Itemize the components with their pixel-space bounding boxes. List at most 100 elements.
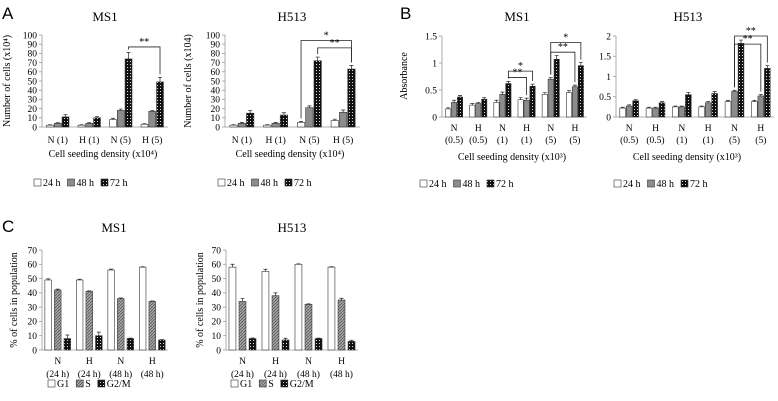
bar-g2-m: [314, 338, 323, 351]
legend-swatch: [47, 379, 56, 388]
x-tick-label: (0.5): [469, 135, 487, 146]
bar-g1: [139, 266, 147, 351]
legend-label: 24 h: [429, 179, 447, 190]
bar-g2-m: [248, 338, 257, 351]
chart-title: H513: [674, 9, 703, 24]
bar-72-h: [505, 83, 512, 118]
error-bar: [452, 99, 457, 103]
x-tick-label: H (5): [142, 135, 162, 146]
legend-swatch: [100, 178, 109, 187]
bar-g1: [327, 266, 336, 351]
y-axis-label: % of cells in population: [195, 252, 206, 348]
x-axis-label: Cell seeding density (x10³): [458, 152, 566, 163]
bar-g1: [261, 271, 270, 351]
error-bar: [273, 292, 278, 296]
x-tick-label: H (1): [265, 135, 285, 146]
legend-swatch: [75, 379, 84, 388]
error-bar: [458, 95, 463, 98]
error-bar: [627, 104, 632, 107]
significance-bracket: [128, 46, 161, 75]
error-bar: [150, 110, 155, 112]
bar-24-h: [77, 124, 86, 128]
legend-label: 48 h: [463, 179, 481, 190]
y-tick-label: 10: [212, 332, 222, 342]
error-bar: [726, 100, 731, 102]
bar-s: [148, 301, 156, 351]
bar-24-h: [672, 106, 679, 118]
x-tick-label: N (5): [111, 135, 131, 146]
error-bar: [230, 263, 235, 268]
y-tick-label: 20: [212, 318, 222, 328]
x-tick-label: H: [757, 124, 764, 134]
x-tick-label: H (1): [79, 135, 99, 146]
bar-24-h: [445, 108, 452, 118]
y-tick-label: 1: [606, 73, 611, 83]
bar-72-h: [685, 94, 692, 118]
bar-72-h: [347, 68, 356, 128]
bar-g2-m: [126, 338, 134, 351]
legend-label: 24 h: [623, 179, 641, 190]
bar-24-h: [469, 104, 476, 118]
error-bar: [299, 121, 304, 123]
error-bar: [281, 112, 286, 116]
bar-48-h: [475, 103, 482, 118]
error-bar: [110, 117, 115, 120]
error-bar: [633, 99, 638, 101]
bar-24-h: [263, 124, 272, 128]
legend-label: 24 h: [43, 178, 61, 189]
x-tick-label: N: [451, 124, 458, 134]
error-bar: [506, 81, 511, 84]
bar-72-h: [632, 100, 639, 118]
error-bar: [126, 52, 131, 59]
error-bar: [118, 297, 123, 299]
bar-72-h: [313, 60, 322, 128]
y-axis-label: Number of cells (x104): [183, 34, 194, 128]
error-bar: [647, 106, 652, 109]
significance-bracket: [507, 70, 533, 82]
bar-48-h: [85, 123, 94, 128]
x-tick-label: H: [652, 124, 659, 134]
bar-24-h: [724, 101, 732, 118]
bar-24-h: [109, 119, 117, 128]
panel-label-a: A: [2, 4, 14, 23]
significance-bracket: [734, 43, 762, 92]
legend-label: 72 h: [110, 178, 128, 189]
bar-24-h: [698, 106, 705, 118]
error-bar: [524, 97, 529, 101]
bar-48-h: [53, 123, 62, 128]
y-tick-label: 80: [211, 50, 221, 60]
x-tick-label: H: [475, 124, 482, 134]
error-bar: [46, 278, 51, 280]
error-bar: [55, 122, 60, 124]
chart-title: MS1: [504, 9, 529, 24]
y-tick-label: 40: [211, 87, 221, 97]
error-bar: [87, 290, 92, 292]
error-bar: [341, 109, 346, 113]
chart-title: MS1: [92, 9, 117, 24]
error-bar: [706, 101, 711, 103]
legend-swatch: [613, 179, 622, 188]
bar-48-h: [271, 123, 280, 128]
error-bar: [63, 114, 68, 117]
significance-bracket: [300, 40, 352, 119]
error-bar: [55, 288, 60, 290]
y-tick-label: 50: [28, 275, 38, 285]
error-bar: [699, 105, 704, 107]
error-bar: [758, 93, 763, 96]
x-tick-label: N: [547, 124, 554, 134]
y-tick-label: 10: [28, 332, 38, 342]
y-tick-label: 100: [206, 31, 221, 41]
legend-swatch: [280, 379, 289, 388]
x-tick-label: (24 h): [231, 369, 254, 380]
error-bar: [679, 105, 684, 107]
x-tick-label: (5): [729, 135, 740, 146]
bar-24-h: [493, 102, 500, 118]
bar-48-h: [678, 106, 686, 118]
chart-title: H513: [278, 220, 307, 235]
x-tick-label: H: [272, 357, 279, 367]
bar-g2-m: [63, 338, 71, 351]
x-tick-label: N: [678, 124, 685, 134]
significance-bracket: [507, 77, 527, 96]
bar-72-h: [124, 58, 133, 128]
